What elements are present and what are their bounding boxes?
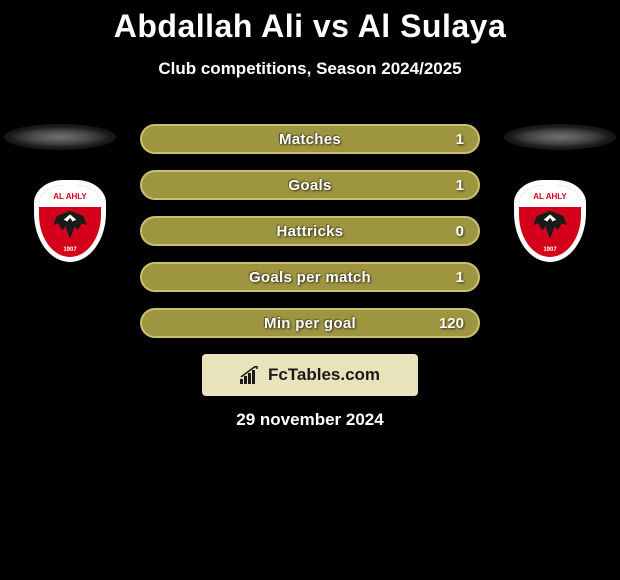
stat-label: Hattricks: [277, 223, 344, 240]
stat-row-matches: Matches 1: [140, 124, 480, 154]
stat-label: Goals: [288, 177, 331, 194]
stat-label: Min per goal: [264, 315, 356, 332]
stat-value: 1: [456, 269, 464, 286]
player-avatar-left: [4, 124, 116, 150]
club-badge-right: AL AHLY 1907: [500, 178, 600, 264]
club-year-right: 1907: [519, 247, 581, 253]
stat-label: Goals per match: [249, 269, 371, 286]
club-name-right: AL AHLY: [519, 185, 581, 207]
club-badge-left: AL AHLY 1907: [20, 178, 120, 264]
stats-container: Matches 1 Goals 1 Hattricks 0 Goals per …: [140, 124, 480, 354]
club-year-left: 1907: [39, 247, 101, 253]
eagle-icon: [527, 209, 573, 241]
stat-row-hattricks: Hattricks 0: [140, 216, 480, 246]
stat-label: Matches: [279, 131, 341, 148]
stat-row-goals-per-match: Goals per match 1: [140, 262, 480, 292]
page-subtitle: Club competitions, Season 2024/2025: [0, 59, 620, 79]
stat-value: 0: [456, 223, 464, 240]
brand-text: FcTables.com: [268, 365, 380, 385]
chart-icon: [240, 366, 262, 384]
club-name-left: AL AHLY: [39, 185, 101, 207]
brand-attribution: FcTables.com: [202, 354, 418, 396]
page-title: Abdallah Ali vs Al Sulaya: [0, 0, 620, 45]
report-date: 29 november 2024: [0, 410, 620, 430]
stat-row-goals: Goals 1: [140, 170, 480, 200]
eagle-icon: [47, 209, 93, 241]
stat-row-min-per-goal: Min per goal 120: [140, 308, 480, 338]
stat-value: 1: [456, 177, 464, 194]
stat-value: 120: [439, 315, 464, 332]
stat-value: 1: [456, 131, 464, 148]
player-avatar-right: [504, 124, 616, 150]
